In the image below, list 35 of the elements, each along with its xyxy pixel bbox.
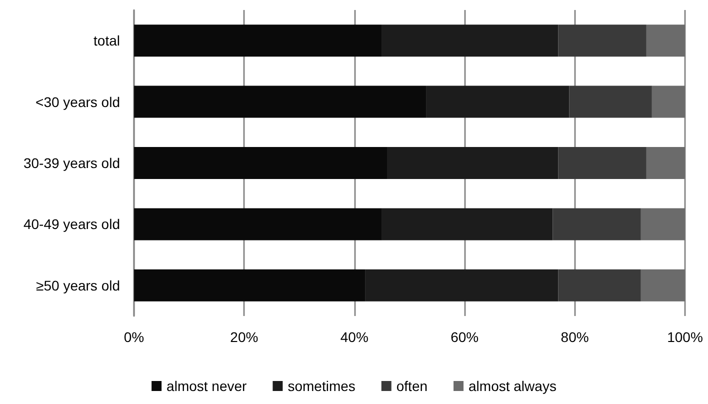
bar — [652, 86, 685, 118]
bar — [382, 24, 558, 57]
bar — [365, 269, 558, 302]
bar — [558, 147, 646, 179]
x-tick-label: 60% — [450, 329, 479, 345]
legend-label: sometimes — [288, 378, 356, 394]
x-tick-label: 40% — [340, 329, 368, 345]
x-tick-label: 0% — [124, 329, 144, 345]
y-tick-label: 30-39 years old — [23, 155, 120, 171]
bar — [646, 147, 685, 179]
bar — [134, 86, 426, 118]
y-tick-label: <30 years old — [36, 94, 120, 110]
bar — [426, 86, 570, 118]
bar — [558, 24, 646, 57]
y-tick-label: ≥50 years old — [36, 277, 120, 294]
bar — [387, 147, 558, 179]
bar — [552, 208, 641, 240]
bar — [569, 86, 652, 118]
bar — [640, 208, 685, 240]
x-tick-label: 100% — [667, 329, 703, 345]
y-tick-label: 40-49 years old — [23, 216, 120, 232]
legend-label: almost always — [468, 378, 556, 394]
bar — [134, 147, 388, 179]
bar — [134, 208, 382, 240]
bar — [640, 269, 685, 302]
bar — [558, 269, 641, 302]
legend-label: almost never — [166, 378, 248, 394]
bar — [134, 269, 366, 302]
legend-label: often — [396, 378, 428, 394]
y-tick-label: total — [94, 32, 120, 49]
x-tick-label: 20% — [230, 329, 258, 345]
bar — [382, 208, 553, 240]
x-tick-label: 80% — [560, 329, 589, 345]
bar — [134, 24, 382, 57]
bar — [646, 24, 685, 57]
